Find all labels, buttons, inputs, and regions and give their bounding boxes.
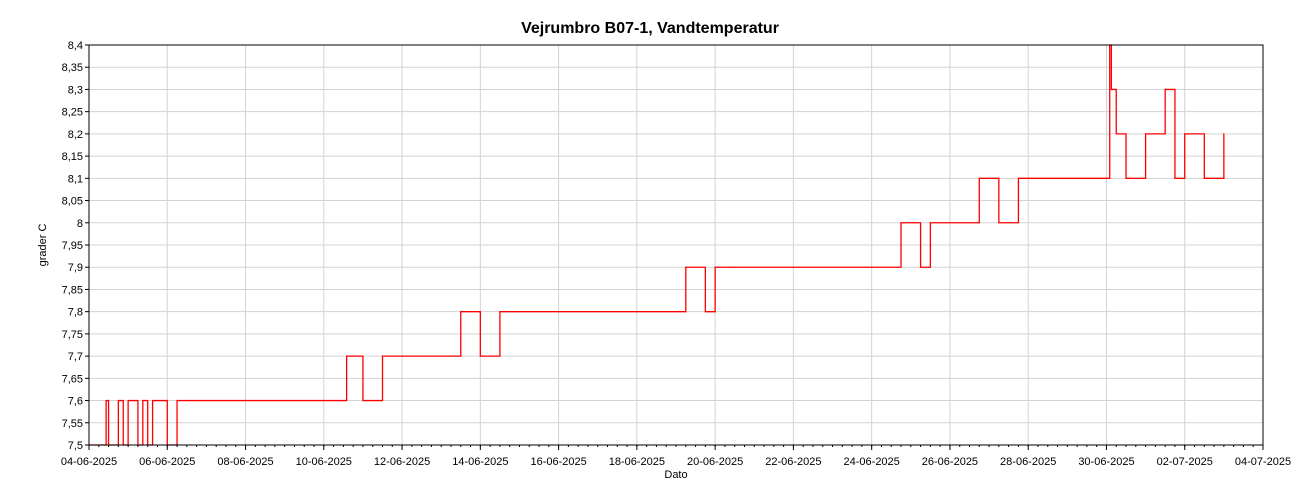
data-point	[929, 222, 931, 224]
x-tick-label: 20-06-2025	[687, 456, 743, 468]
data-point	[156, 399, 159, 402]
y-axis-title: grader C	[37, 224, 49, 267]
data-point	[998, 222, 1000, 224]
x-tick-label: 24-06-2025	[844, 456, 900, 468]
chart-title: Vejrumbro B07-1, Vandtemperatur	[521, 20, 779, 37]
data-point	[151, 399, 154, 402]
x-tick-label: 18-06-2025	[609, 456, 665, 468]
data-point	[518, 311, 521, 313]
y-tick-label: 7,85	[62, 284, 83, 296]
y-tick-label: 8,05	[62, 196, 83, 208]
data-point	[127, 399, 129, 402]
y-tick-label: 8,2	[68, 129, 83, 141]
data-point	[479, 355, 481, 357]
x-tick-label: 28-06-2025	[1000, 456, 1056, 468]
y-tick-label: 7,8	[68, 307, 83, 319]
y-tick-label: 7,5	[68, 440, 83, 452]
y-tick-label: 7,95	[62, 240, 83, 252]
data-point	[1164, 88, 1166, 91]
y-tick-label: 7,55	[62, 418, 83, 430]
x-tick-label: 10-06-2025	[296, 456, 352, 468]
data-point	[176, 399, 178, 402]
data-point	[978, 177, 980, 179]
x-tick-label: 12-06-2025	[374, 456, 430, 468]
x-tick-label: 02-07-2025	[1157, 456, 1213, 468]
data-point	[105, 399, 107, 402]
data-point	[142, 399, 144, 402]
data-point	[117, 399, 119, 402]
x-tick-label: 30-06-2025	[1078, 456, 1134, 468]
y-tick-label: 8	[77, 218, 83, 230]
data-point	[499, 311, 501, 313]
y-tick-label: 7,6	[68, 396, 83, 408]
y-tick-label: 7,7	[68, 351, 83, 363]
x-tick-label: 22-06-2025	[765, 456, 821, 468]
data-point	[401, 355, 403, 357]
data-point	[919, 266, 922, 268]
data-point	[1145, 133, 1147, 135]
y-tick-label: 8,35	[62, 62, 83, 74]
x-tick-label: 04-06-2025	[61, 456, 117, 468]
data-point	[714, 266, 716, 268]
x-tick-label: 26-06-2025	[922, 456, 978, 468]
x-axis-title: Dato	[664, 469, 687, 481]
y-axis-ticks: 7,5 7,55 7,6 7,65 7,7 7,75 7,8 7,85 7,9 7,95 8 8,05…	[62, 40, 89, 452]
y-tick-label: 7,9	[68, 262, 83, 274]
x-axis-ticks: 04-06-2025 06-06-2025 08-06-2025 10-06-2025…	[61, 445, 1291, 468]
x-tick-label: 04-07-2025	[1235, 456, 1291, 468]
grid	[88, 44, 1264, 446]
y-tick-label: 7,65	[62, 373, 83, 385]
data-point	[734, 266, 736, 268]
data-point	[1184, 133, 1186, 135]
y-tick-label: 7,75	[62, 329, 83, 341]
x-tick-label: 06-06-2025	[139, 456, 195, 468]
data-point	[346, 355, 348, 357]
y-tick-label: 8,3	[68, 84, 83, 96]
data-point	[1174, 177, 1176, 179]
x-tick-label: 16-06-2025	[530, 456, 586, 468]
data-point	[1017, 177, 1020, 179]
data-point	[362, 399, 364, 402]
data-point	[685, 266, 687, 268]
data-point	[1223, 133, 1225, 135]
data-point	[342, 399, 344, 402]
data-point	[704, 311, 706, 313]
y-tick-label: 8,15	[62, 151, 83, 163]
data-point	[1115, 133, 1117, 135]
x-tick-label: 14-06-2025	[452, 456, 508, 468]
data-point	[381, 355, 384, 357]
data-point	[1110, 88, 1112, 91]
y-tick-label: 8,1	[68, 173, 83, 185]
data-point	[1105, 177, 1108, 179]
y-tick-label: 8,4	[68, 40, 83, 52]
data-point	[1203, 177, 1205, 179]
y-tick-label: 8,25	[62, 107, 83, 119]
x-tick-label: 08-06-2025	[217, 456, 273, 468]
data-point	[460, 311, 462, 313]
data-point	[900, 222, 902, 224]
data-point	[1125, 177, 1127, 179]
